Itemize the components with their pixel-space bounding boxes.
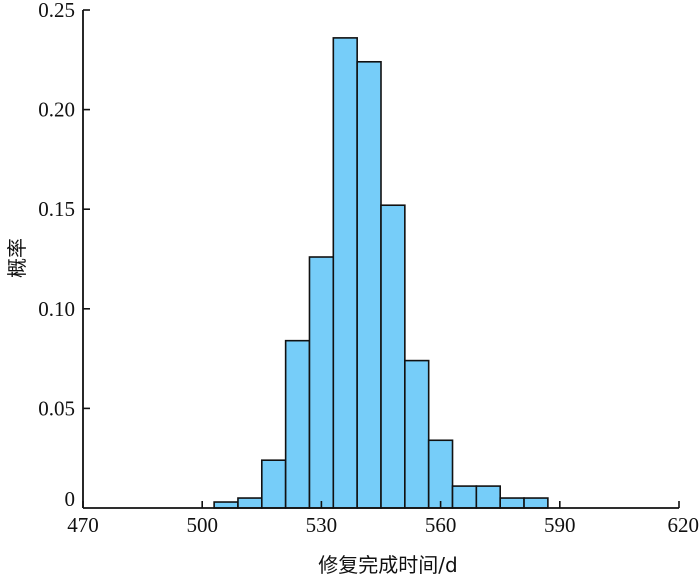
histogram-bar xyxy=(332,37,358,509)
histogram-bar xyxy=(499,497,525,509)
histogram-bar xyxy=(308,256,335,509)
histogram-bar xyxy=(260,459,287,509)
histogram-bar xyxy=(380,204,406,509)
histogram-bar xyxy=(523,497,549,509)
histogram-bar xyxy=(356,60,382,509)
histogram-bar xyxy=(451,485,478,509)
x-tick-label: 530 xyxy=(306,513,338,537)
x-tick-label: 470 xyxy=(67,513,99,537)
x-tick-label: 500 xyxy=(186,513,218,537)
x-tick-label: 590 xyxy=(544,513,576,537)
y-tick-label: 0.10 xyxy=(38,297,75,321)
x-tick-label: 620 xyxy=(668,513,700,537)
histogram-bar xyxy=(475,485,501,509)
y-tick-label: 0.25 xyxy=(38,0,75,22)
y-axis-title: 概率 xyxy=(5,238,29,278)
y-tick-label: 0.15 xyxy=(38,197,75,221)
x-tick-label: 560 xyxy=(425,513,457,537)
histogram-bar xyxy=(284,339,311,509)
y-tick-label: 0 xyxy=(65,487,76,511)
y-tick-label: 0.20 xyxy=(38,98,75,122)
y-tick-label: 0.05 xyxy=(38,396,75,420)
y-ticks-group: 0 0.05 0.10 0.15 0.20 0.25 xyxy=(38,0,90,511)
histogram-bar xyxy=(404,359,430,509)
bars-group xyxy=(213,37,549,509)
histogram-bar xyxy=(237,497,263,509)
x-axis-title: 修复完成时间/d xyxy=(318,553,457,577)
axes-group xyxy=(82,10,679,509)
histogram-bar xyxy=(427,439,454,509)
x-ticks-group: 470 500 530 560 590 620 xyxy=(67,501,699,537)
